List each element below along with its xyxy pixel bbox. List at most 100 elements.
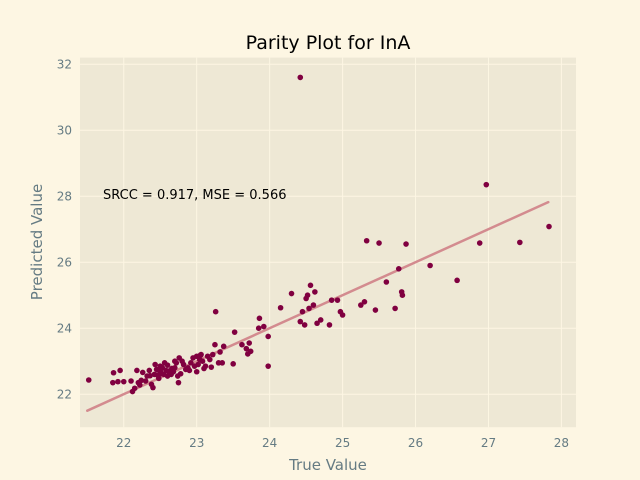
data-point bbox=[138, 377, 145, 384]
data-point bbox=[277, 304, 284, 311]
data-point bbox=[137, 382, 143, 388]
data-point bbox=[217, 349, 223, 355]
data-point bbox=[546, 223, 552, 230]
data-point bbox=[358, 302, 364, 308]
data-point bbox=[243, 345, 250, 352]
chart-title: Parity Plot for InA bbox=[246, 32, 411, 54]
data-point bbox=[139, 369, 146, 376]
data-point bbox=[517, 239, 523, 246]
data-point bbox=[155, 375, 162, 382]
data-point bbox=[265, 333, 271, 340]
data-point bbox=[202, 363, 209, 369]
x-tick-label: 24 bbox=[262, 436, 277, 450]
data-point bbox=[164, 362, 171, 368]
data-point bbox=[188, 360, 194, 366]
data-point bbox=[120, 378, 127, 385]
data-point bbox=[376, 240, 382, 246]
data-point bbox=[209, 351, 216, 358]
y-tick-label: 30 bbox=[57, 124, 72, 138]
data-point bbox=[361, 299, 368, 305]
data-point bbox=[172, 365, 178, 371]
data-point bbox=[207, 356, 213, 363]
data-point bbox=[372, 307, 379, 313]
x-tick-label: 25 bbox=[335, 436, 350, 450]
data-point bbox=[230, 361, 236, 367]
grid-lines bbox=[80, 57, 576, 428]
x-tick-label: 22 bbox=[116, 436, 131, 450]
data-point bbox=[212, 341, 218, 348]
data-point bbox=[297, 318, 304, 325]
y-axis-ticks: 22 24 26 28 30 32 bbox=[57, 58, 72, 402]
data-point bbox=[256, 315, 263, 322]
data-point bbox=[328, 297, 335, 303]
data-point bbox=[147, 372, 153, 379]
data-point bbox=[483, 181, 490, 188]
x-axis-label: True Value bbox=[288, 456, 367, 474]
data-point bbox=[427, 262, 433, 269]
data-point bbox=[131, 385, 138, 392]
data-point bbox=[117, 367, 123, 374]
data-point bbox=[304, 292, 311, 299]
data-point bbox=[186, 367, 193, 374]
data-point bbox=[306, 305, 312, 312]
data-point bbox=[198, 351, 204, 358]
data-point bbox=[339, 312, 346, 318]
data-point bbox=[231, 329, 238, 335]
data-point bbox=[193, 368, 200, 375]
y-tick-label: 28 bbox=[57, 190, 72, 204]
data-point bbox=[317, 317, 324, 323]
data-point bbox=[150, 384, 156, 391]
data-point bbox=[310, 302, 317, 308]
data-points bbox=[85, 74, 552, 395]
data-point bbox=[288, 290, 295, 297]
data-point bbox=[220, 343, 227, 350]
data-point bbox=[261, 323, 267, 330]
x-tick-label: 27 bbox=[481, 436, 496, 450]
data-point bbox=[219, 360, 226, 366]
data-point bbox=[110, 379, 116, 386]
data-point bbox=[152, 361, 158, 368]
data-point bbox=[454, 277, 460, 284]
data-point bbox=[180, 361, 187, 368]
data-point bbox=[146, 367, 153, 374]
data-point bbox=[314, 320, 320, 327]
y-tick-label: 22 bbox=[57, 388, 72, 402]
data-point bbox=[212, 308, 219, 315]
data-point bbox=[110, 369, 117, 376]
data-point bbox=[297, 74, 304, 81]
data-point bbox=[363, 237, 370, 244]
data-point bbox=[299, 308, 306, 315]
data-point bbox=[307, 282, 314, 289]
data-point bbox=[301, 322, 308, 328]
data-point bbox=[255, 325, 262, 332]
data-point bbox=[326, 322, 333, 328]
data-point bbox=[128, 378, 134, 384]
y-tick-label: 32 bbox=[57, 58, 72, 72]
data-point bbox=[265, 363, 271, 369]
data-point bbox=[383, 279, 390, 285]
data-point bbox=[312, 289, 318, 295]
data-point bbox=[239, 341, 245, 348]
data-point bbox=[85, 377, 92, 383]
data-point bbox=[246, 340, 253, 346]
data-point bbox=[142, 378, 149, 384]
x-tick-label: 26 bbox=[408, 436, 423, 450]
data-point bbox=[115, 378, 121, 385]
y-tick-label: 24 bbox=[57, 322, 72, 336]
x-tick-label: 23 bbox=[189, 436, 204, 450]
y-axis-label: Predicted Value bbox=[28, 184, 46, 300]
x-tick-label: 28 bbox=[554, 436, 569, 450]
data-point bbox=[392, 305, 398, 312]
data-point bbox=[399, 292, 406, 299]
x-axis-ticks: 22 23 24 25 26 27 28 bbox=[116, 436, 569, 450]
data-point bbox=[195, 361, 201, 368]
data-point bbox=[403, 241, 409, 247]
data-point bbox=[177, 370, 184, 377]
data-point bbox=[175, 379, 182, 386]
data-point bbox=[476, 240, 483, 246]
y-tick-label: 26 bbox=[57, 256, 72, 270]
data-point bbox=[334, 297, 341, 303]
data-point bbox=[208, 364, 215, 370]
data-point bbox=[173, 360, 180, 366]
